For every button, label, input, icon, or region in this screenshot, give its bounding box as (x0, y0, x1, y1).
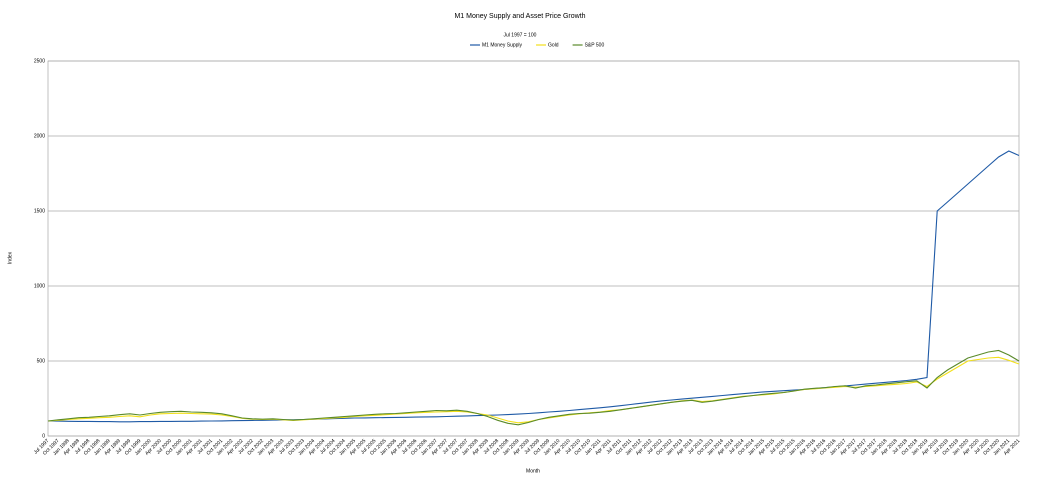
x-axis-label: Month (526, 468, 540, 474)
chart-title: M1 Money Supply and Asset Price Growth (454, 13, 585, 20)
legend-label: M1 Money Supply (482, 42, 523, 48)
y-tick-label: 0 (42, 433, 45, 439)
legend-label: Gold (548, 42, 559, 48)
series-line (47, 349, 1020, 426)
y-tick-label: 2500 (34, 58, 45, 64)
series-line (47, 150, 1020, 423)
y-tick-label: 1000 (34, 283, 45, 289)
chart-subtitle: Jul 1997 = 100 (504, 32, 537, 38)
legend-label: S&P 500 (585, 42, 605, 48)
y-axis-label: Index (7, 251, 13, 264)
y-tick-label: 500 (37, 358, 46, 364)
plot-frame (47, 60, 1020, 437)
y-tick-label: 1500 (34, 208, 45, 214)
y-tick-label: 2000 (34, 133, 45, 139)
